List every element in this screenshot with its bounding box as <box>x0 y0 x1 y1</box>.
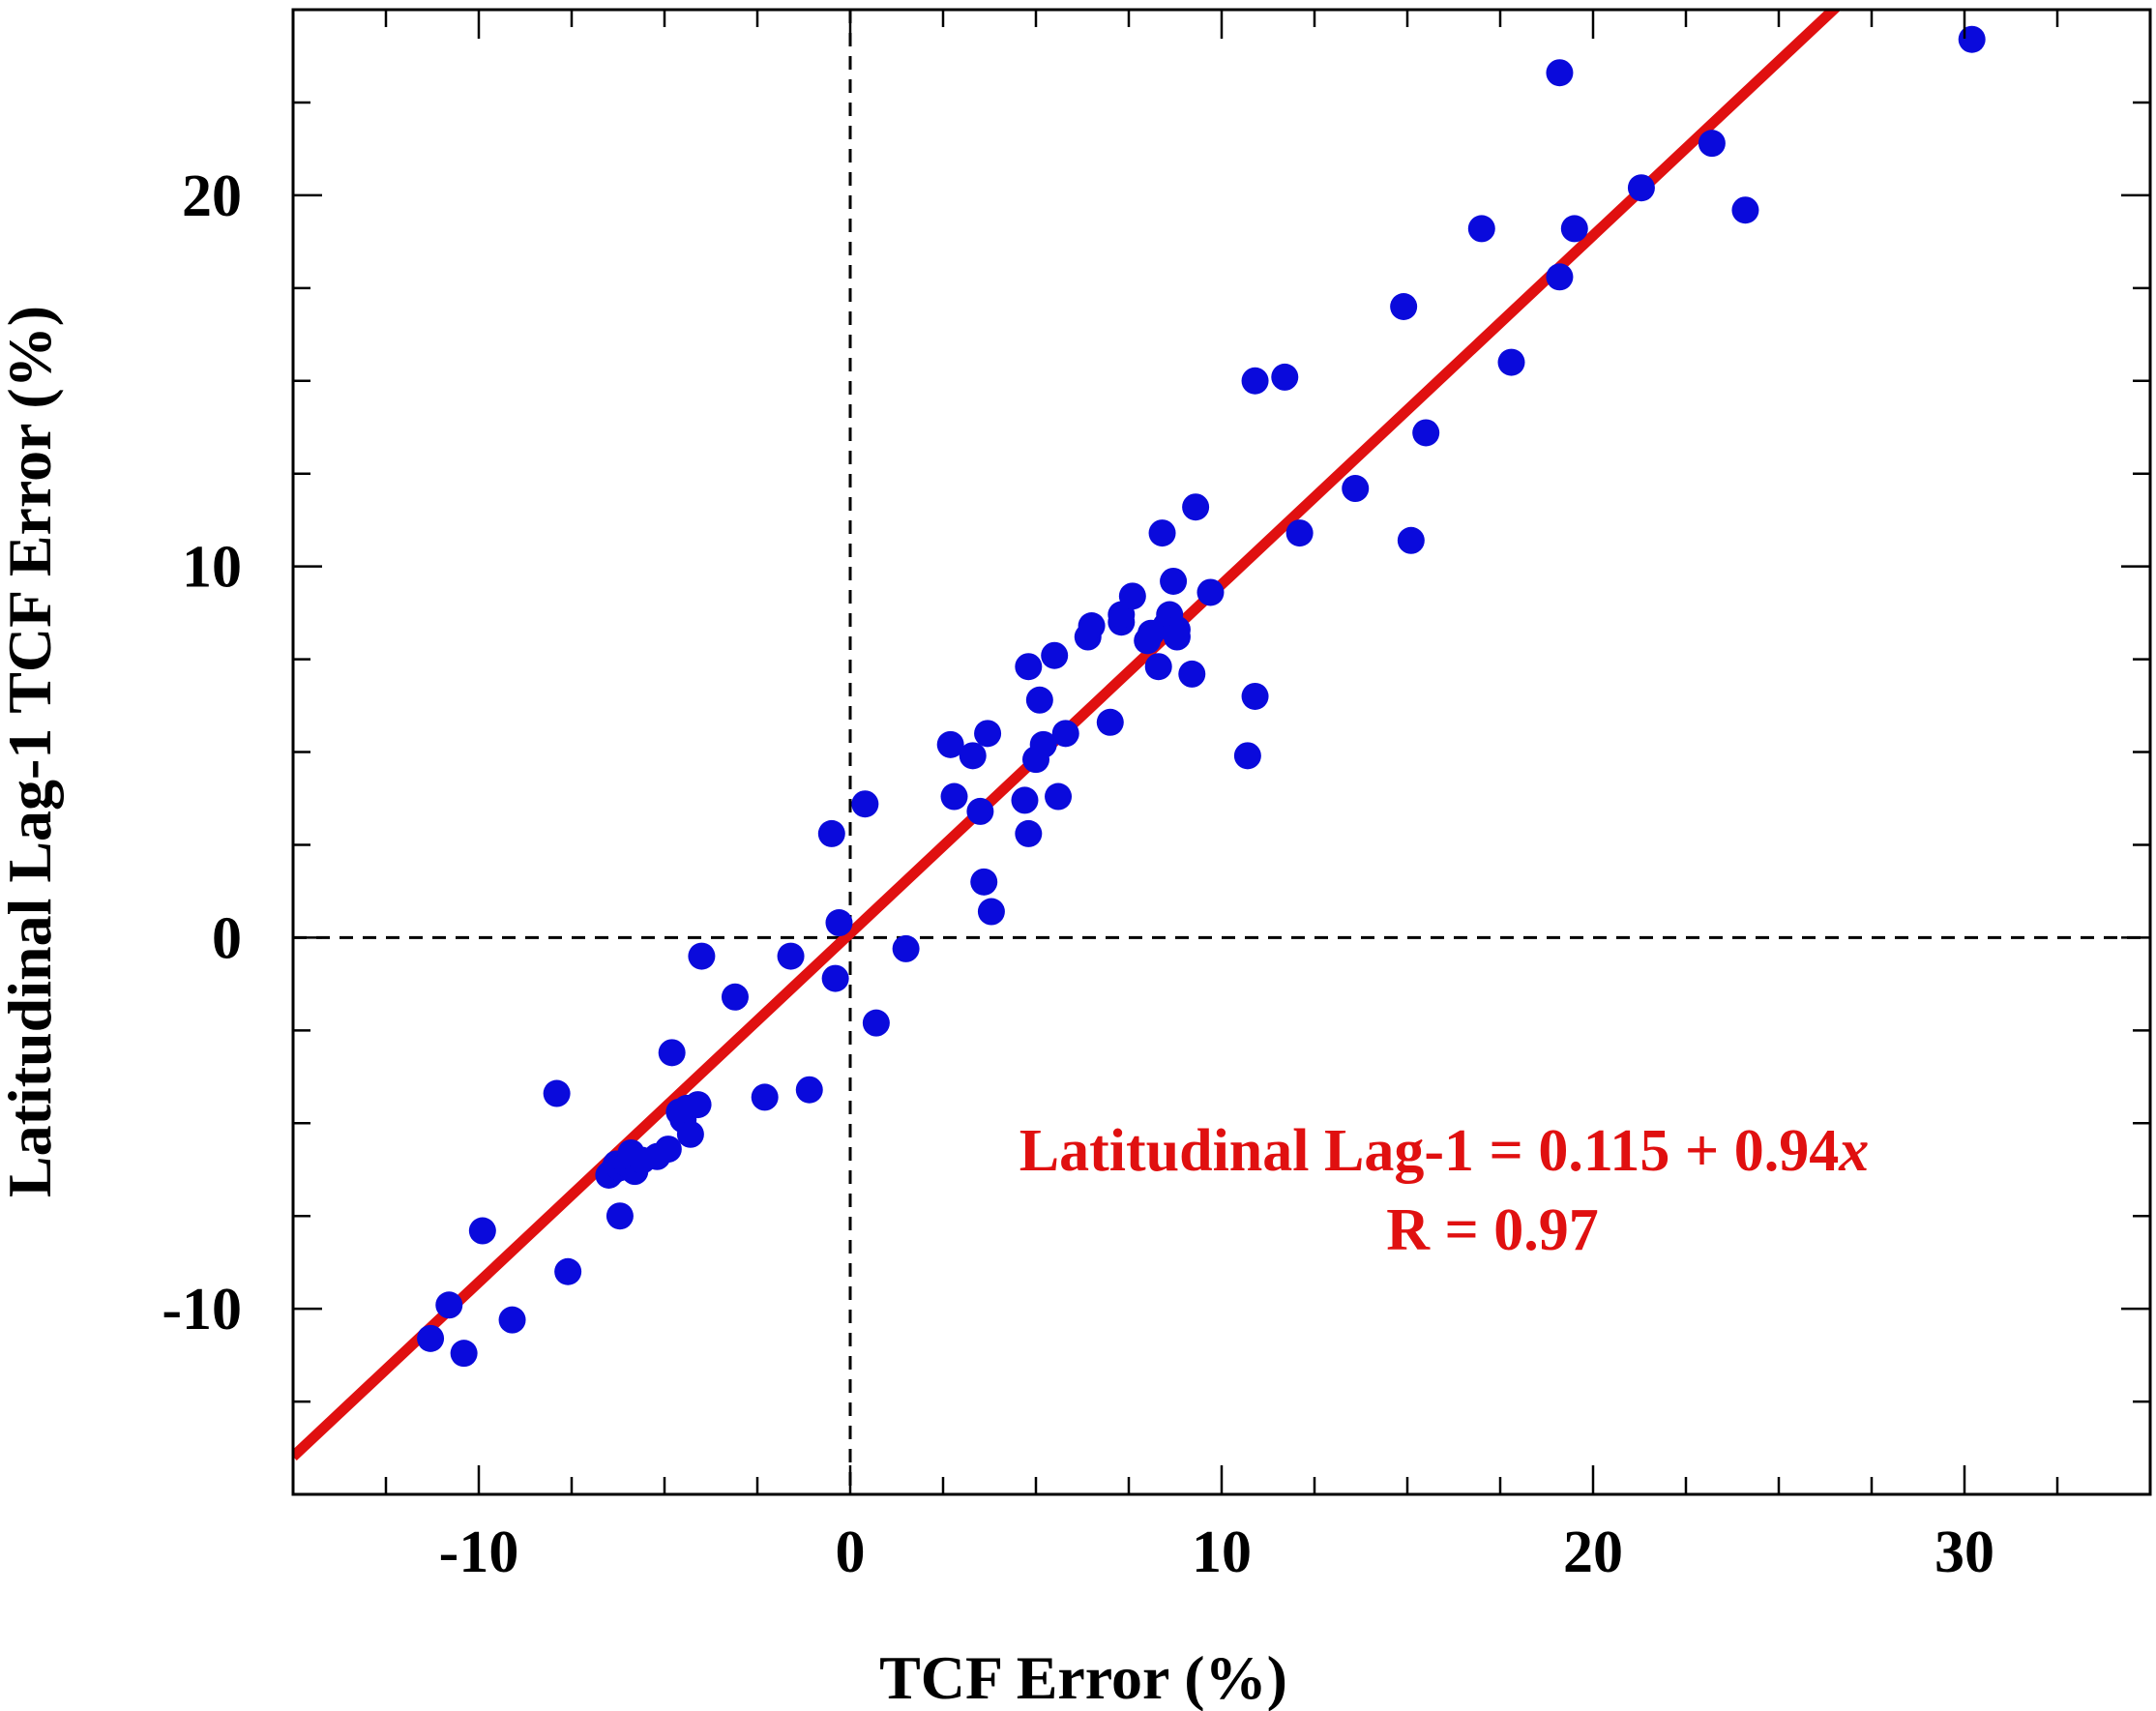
fit-equation-prefix: Latitudinal Lag-1 = 0.115 + 0.94 <box>1019 1118 1840 1184</box>
fit-r-value: R = 0.97 <box>1386 1197 1599 1263</box>
data-point <box>817 819 845 847</box>
data-point <box>1546 59 1574 87</box>
data-point <box>688 942 716 970</box>
y-tick-label: 0 <box>212 905 242 971</box>
y-axis-title: Latitudinal Lag-1 TCF Error (%) <box>0 306 64 1197</box>
reference-lines <box>293 10 2150 1494</box>
y-tick-label: -10 <box>162 1277 242 1342</box>
x-tick-label: 0 <box>836 1519 866 1585</box>
data-point <box>1196 578 1225 606</box>
data-point <box>777 942 805 970</box>
data-point <box>1497 348 1525 376</box>
y-tick-label: 10 <box>182 535 242 601</box>
data-point <box>605 1202 634 1230</box>
data-point <box>936 730 964 758</box>
data-point <box>795 1076 823 1104</box>
data-point <box>1627 174 1655 202</box>
data-point <box>1560 215 1588 243</box>
data-point <box>974 720 1002 748</box>
data-point <box>1163 623 1191 651</box>
fit-equation: Latitudinal Lag-1 = 0.115 + 0.94x <box>1019 1118 1870 1184</box>
data-point <box>1029 730 1057 758</box>
data-point <box>654 1136 682 1164</box>
data-point <box>1078 612 1106 640</box>
y-tick-labels: -10 0 10 20 <box>162 163 242 1342</box>
data-point <box>825 909 853 937</box>
x-tick-label: 10 <box>1192 1519 1252 1585</box>
x-tick-label: 30 <box>1934 1519 1994 1585</box>
data-point <box>1015 819 1043 847</box>
data-point <box>417 1324 445 1352</box>
data-point <box>959 742 987 770</box>
data-point <box>684 1091 712 1119</box>
data-point <box>1241 367 1269 395</box>
data-point <box>1342 475 1370 503</box>
data-point <box>821 964 849 992</box>
data-point <box>1015 653 1043 681</box>
data-point <box>1285 519 1314 547</box>
data-point <box>1118 582 1146 610</box>
data-point <box>1160 567 1188 595</box>
data-point <box>1731 196 1759 224</box>
data-point <box>543 1079 571 1107</box>
data-point <box>1397 526 1425 554</box>
data-point <box>1045 782 1073 811</box>
data-point <box>1390 293 1418 320</box>
data-point <box>658 1039 686 1067</box>
data-point <box>1271 363 1299 391</box>
axis-ticks <box>291 8 2152 1496</box>
data-point <box>1958 25 1986 53</box>
data-point <box>1144 653 1172 681</box>
data-point <box>1096 708 1124 736</box>
data-point <box>1025 686 1053 714</box>
data-point <box>435 1291 463 1319</box>
x-axis-title: TCF Error (%) <box>879 1643 1287 1711</box>
data-point <box>1182 493 1210 521</box>
data-point <box>1148 519 1176 547</box>
data-point <box>1546 263 1574 291</box>
data-point <box>970 868 998 896</box>
data-point <box>1412 419 1440 447</box>
x-tick-label: -10 <box>439 1519 519 1585</box>
data-point <box>751 1083 779 1111</box>
data-points <box>417 25 1986 1368</box>
data-point <box>1011 786 1039 814</box>
data-point <box>1698 130 1726 158</box>
data-point <box>977 898 1005 926</box>
data-point <box>862 1009 890 1037</box>
data-point <box>1467 215 1495 243</box>
fit-equation-variable: x <box>1838 1118 1869 1184</box>
data-point <box>1051 720 1079 748</box>
data-point <box>1241 682 1269 710</box>
data-point <box>450 1340 478 1368</box>
data-point <box>851 790 879 818</box>
data-point <box>966 797 994 825</box>
data-point <box>468 1217 496 1245</box>
data-point <box>498 1306 526 1334</box>
data-point <box>1233 742 1261 770</box>
data-point <box>676 1120 704 1148</box>
data-point <box>554 1257 582 1285</box>
data-point <box>1178 660 1206 688</box>
data-point <box>940 782 968 811</box>
data-point <box>1041 641 1069 669</box>
x-tick-labels: -10 0 10 20 30 <box>439 1519 1994 1585</box>
data-point <box>892 934 920 962</box>
x-tick-label: 20 <box>1563 1519 1623 1585</box>
data-point <box>721 983 749 1011</box>
y-tick-label: 20 <box>182 163 242 229</box>
